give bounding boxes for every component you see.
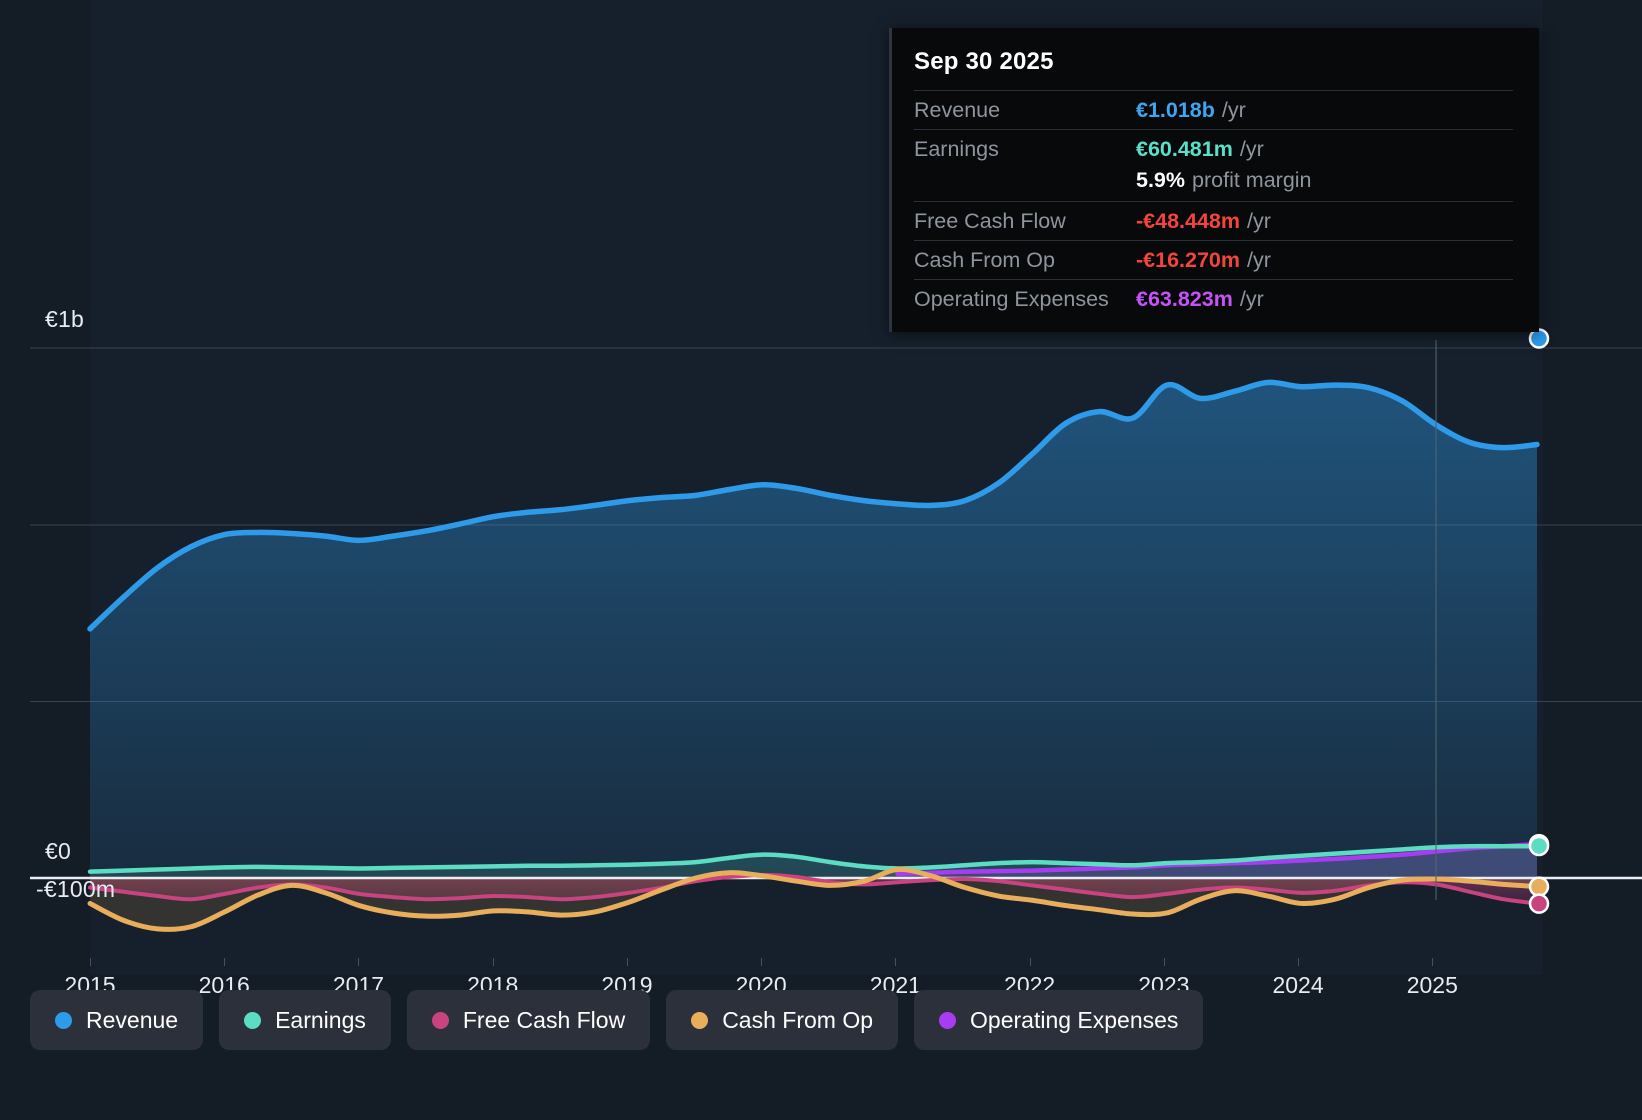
tooltip-row: Earnings €60.481m/yr [914,129,1513,168]
legend-item-cash-from-op[interactable]: Cash From Op [666,990,899,1050]
x-axis-tick [358,958,360,966]
tooltip-row: Operating Expenses €63.823m/yr [914,279,1513,318]
legend-item-label: Revenue [86,1006,179,1033]
tooltip-metric-unit: profit margin [1192,168,1312,192]
tooltip-metric-label: Free Cash Flow [914,209,1066,233]
x-axis-tick [895,958,897,966]
tooltip-metric-value-wrap: €60.481m/yr [1136,137,1264,162]
tooltip-metric-value-wrap: -€48.448m/yr [1136,209,1271,234]
tooltip-metric-unit: /yr [1221,98,1246,122]
legend-color-dot-icon [431,1011,449,1029]
x-axis-label-2025: 2025 [1406,972,1458,998]
tooltip-metric-value: 5.9% [1136,168,1186,192]
y-axis-label-1b: €1b [45,306,84,332]
tooltip-row: 5.9% profit margin [914,168,1513,201]
y-axis-label-zero: €0 [45,838,71,864]
legend-color-dot-icon [939,1011,957,1029]
legend-item-label: Earnings [275,1006,366,1033]
x-axis-tick [224,958,226,966]
tooltip-metric-label: Cash From Op [914,248,1055,272]
tooltip-metric-value: -€16.270m [1136,248,1240,272]
x-axis-tick [761,958,763,966]
tooltip-metric-label: Operating Expenses [914,287,1109,311]
tooltip-date: Sep 30 2025 [914,48,1054,75]
x-axis-tick [626,958,628,966]
tooltip-metric-value: €1.018b [1136,98,1215,122]
x-axis-tick [1163,958,1165,966]
x-axis-tick [1432,958,1434,966]
tooltip-metric-unit: /yr [1239,287,1264,311]
legend-item-earnings[interactable]: Earnings [219,990,391,1050]
legend-item-label: Free Cash Flow [462,1006,626,1033]
tooltip-card: Sep 30 2025 Revenue €1.018b/yr Earnings €60… [889,28,1539,332]
legend-color-dot-icon [244,1011,262,1029]
x-axis-tick [1029,958,1031,966]
tooltip-metric-value-wrap: -€16.270m/yr [1136,248,1271,273]
tooltip-metric-value-wrap: €63.823m/yr [1136,287,1264,312]
tooltip-metric-label: Earnings [914,137,999,161]
legend-item-free-cash-flow[interactable]: Free Cash Flow [406,990,651,1050]
tooltip-metric-value-wrap: €1.018b/yr [1136,98,1246,123]
legend-item-revenue[interactable]: Revenue [30,990,204,1050]
tooltip-metric-value: -€48.448m [1136,209,1240,233]
y-axis-label-neg100m: -€100m [36,876,116,902]
legend-color-dot-icon [691,1011,709,1029]
tooltip-metric-unit: /yr [1247,209,1271,233]
legend-item-operating-expenses[interactable]: Operating Expenses [914,990,1204,1050]
x-axis-label-2024: 2024 [1272,972,1324,998]
x-axis-tick [492,958,494,966]
legend-item-label: Operating Expenses [970,1006,1179,1033]
legend-item-label: Cash From Op [722,1006,874,1033]
legend-color-dot-icon [55,1011,72,1029]
tooltip-row: Free Cash Flow -€48.448m/yr [914,201,1513,240]
tooltip-row: Revenue €1.018b/yr [914,90,1513,129]
tooltip-metric-unit: /yr [1247,248,1271,272]
tooltip-metric-value: €60.481m [1136,137,1233,161]
chart-legend[interactable]: Revenue Earnings Free Cash Flow Cash From O… [30,990,1204,1050]
x-axis-tick [90,958,91,966]
tooltip-rows: Revenue €1.018b/yr Earnings €60.481m/yr 5.9%… [914,90,1513,318]
tooltip-metric-label: Revenue [914,98,1001,122]
tooltip-metric-value-wrap: 5.9% profit margin [1136,168,1312,193]
tooltip-metric-unit: /yr [1239,137,1264,161]
tooltip-metric-value: €63.823m [1136,287,1233,311]
tooltip-row: Cash From Op -€16.270m/yr [914,240,1513,279]
x-axis-tick [1298,958,1300,966]
